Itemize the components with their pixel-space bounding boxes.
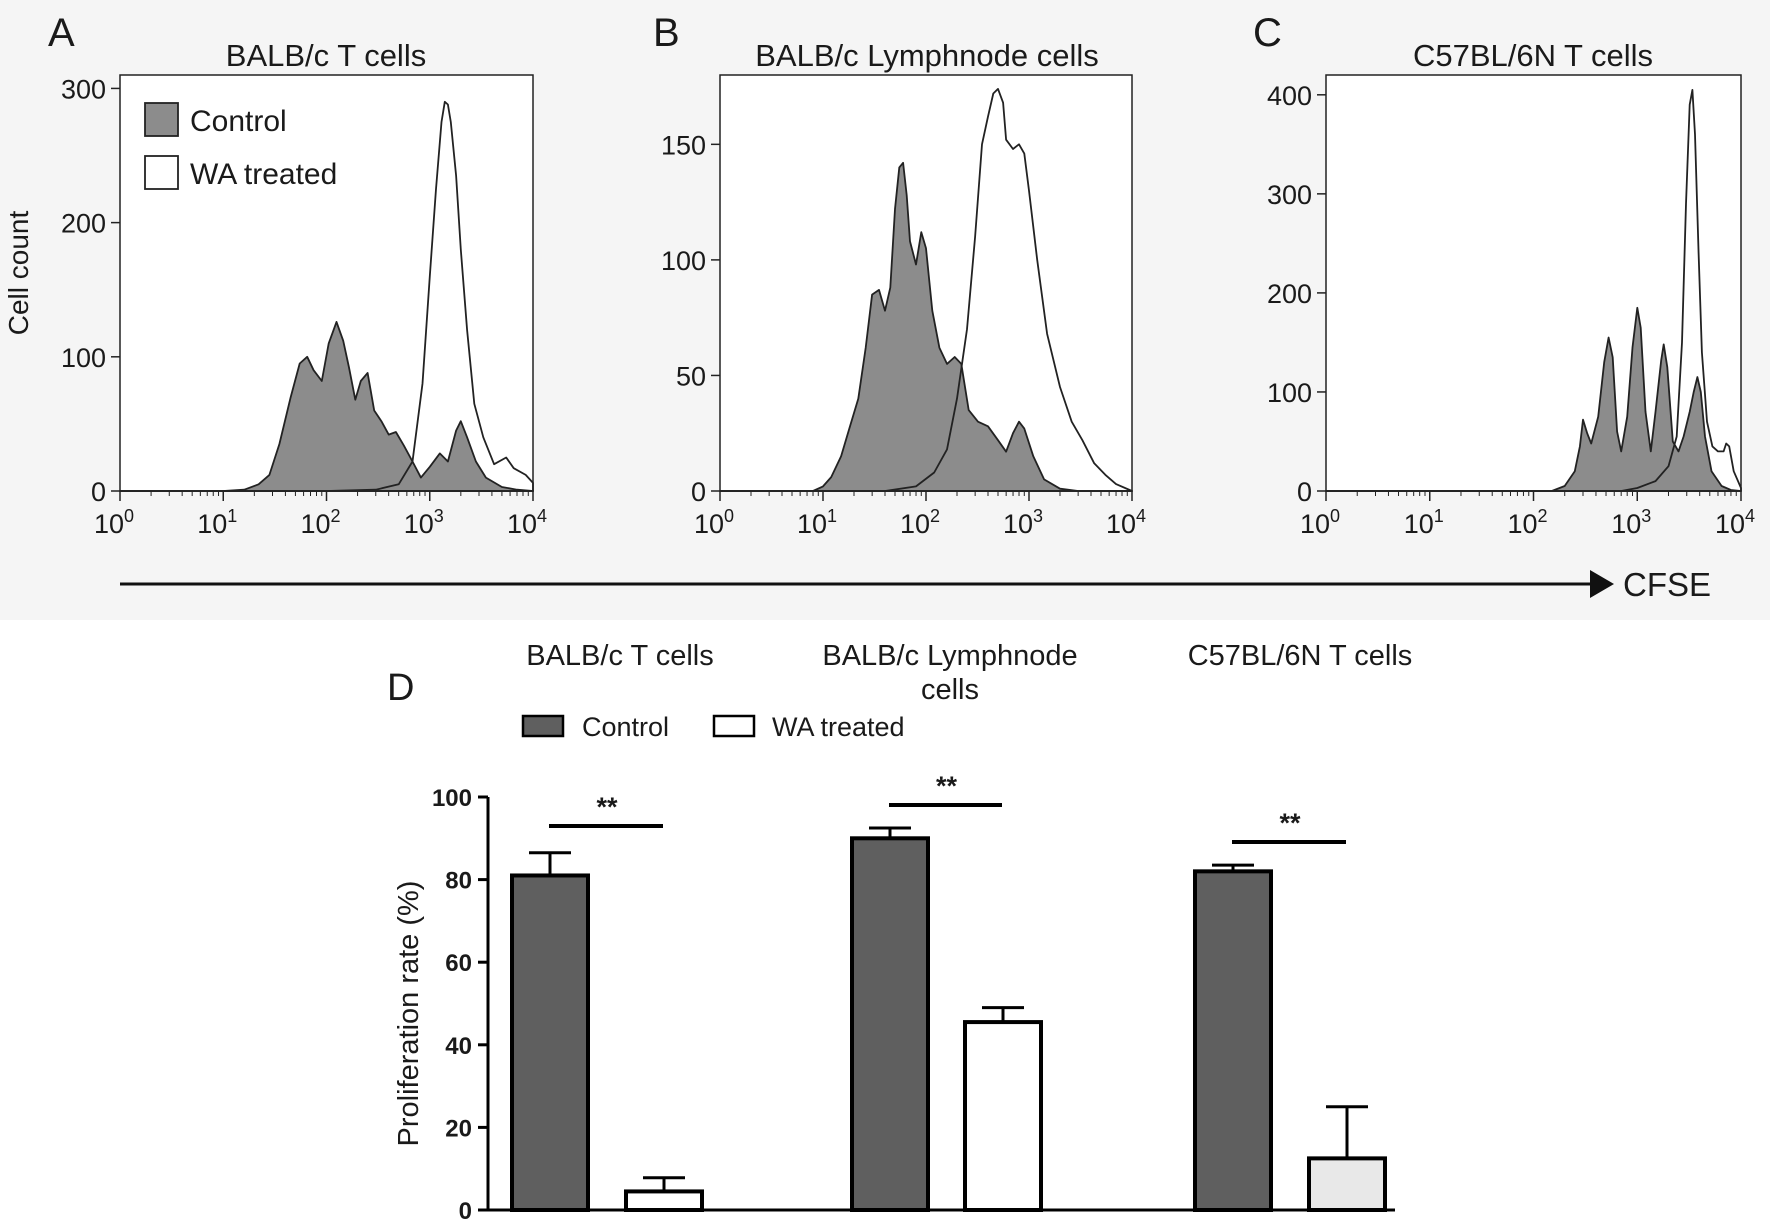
legend-swatch-wa-treated [144, 155, 179, 190]
panel-b-xtick-label: 104 [1106, 506, 1146, 539]
panel-c-series-wa-treated [1325, 89, 1742, 492]
panel-d-letter: D [387, 667, 414, 709]
panel-d-group-title: C57BL/6N T cells [1188, 640, 1413, 672]
panel-d-group-title: BALB/c T cells [526, 640, 714, 672]
panel-c-ytick-label: 300 [1267, 180, 1312, 210]
panel-d-ylabel: Proliferation rate (%) [393, 881, 425, 1147]
panel-b-ytick-label: 50 [676, 361, 706, 391]
panel-c-ytick-label: 400 [1267, 81, 1312, 111]
legend-label-control: Control [190, 105, 287, 138]
significance-label: ** [596, 792, 618, 822]
panel-a-ytick-label: 100 [61, 343, 106, 373]
panel-d-ytick-label: 80 [445, 868, 472, 895]
significance-label: ** [936, 771, 958, 801]
panel-c-xtick-label: 103 [1611, 506, 1651, 539]
panel-b-xtick-label: 100 [694, 506, 734, 539]
panel-c-letter: C [1253, 11, 1282, 55]
bar-wa-treated [1307, 1156, 1387, 1212]
panel-d-group: ** [1193, 808, 1387, 1213]
panel-a-xtick-label: 100 [94, 506, 134, 539]
panel-d-group-title: BALB/c Lymphnode cells [822, 640, 1077, 706]
panel-d-legend: Control WA treated [521, 712, 905, 742]
panel-d-group: ** [510, 792, 704, 1213]
panel-d-ytick-label: 40 [445, 1033, 472, 1060]
panel-a-ytick-label: 200 [61, 209, 106, 239]
panel-a-ylabel: Cell count [3, 211, 34, 336]
panel-a-xtick-label: 102 [300, 506, 340, 539]
panel-d-ytick-label: 0 [459, 1198, 472, 1219]
panel-a-ytick-label: 300 [61, 74, 106, 104]
panel-b-xtick-label: 102 [900, 506, 940, 539]
panel-c-ytick-label: 0 [1297, 477, 1312, 507]
panel-d-ytick-label: 100 [432, 785, 472, 812]
panel-c-series-control [1325, 306, 1742, 492]
panel-a-series-wa-treated [119, 100, 534, 492]
bar-wa-treated [624, 1189, 704, 1213]
panel-b-series-control [719, 161, 1133, 492]
panel-d-legend-swatch-wa-treated [712, 714, 756, 738]
panel-a-ytick-label: 0 [91, 477, 106, 507]
panel-b-letter: B [653, 11, 680, 55]
legend-swatch-control [144, 102, 179, 137]
panel-d-legend-label-control: Control [582, 712, 669, 742]
panel-d-legend-label-wa-treated: WA treated [772, 712, 905, 742]
panel-d: D BALB/c T cells BALB/c Lymphnode cells C57B… [387, 640, 1412, 1219]
bar-control [510, 873, 590, 1212]
panel-b-series-wa-treated [719, 88, 1133, 492]
significance-label: ** [1279, 808, 1301, 838]
panel-b-ytick-label: 150 [661, 130, 706, 160]
panel-c-xtick-label: 101 [1404, 506, 1444, 539]
panel-c-plot-frame [1325, 74, 1742, 492]
panel-a-xtick-label: 103 [404, 506, 444, 539]
panel-a-legend: Control WA treated [144, 102, 337, 191]
panel-c-xtick-label: 104 [1715, 506, 1755, 539]
bar-control [850, 836, 930, 1212]
legend-label-wa-treated: WA treated [190, 158, 337, 191]
panel-c-xtick-label: 102 [1507, 506, 1547, 539]
panel-c-title: C57BL/6N T cells [1413, 38, 1653, 73]
panel-d-group: ** [850, 771, 1043, 1213]
panel-b: B BALB/c Lymphnode cells 0 50 100 150 100 101 10… [653, 11, 1146, 539]
panel-a-xtick-label: 101 [197, 506, 237, 539]
panel-b-xtick-label: 103 [1003, 506, 1043, 539]
cfse-arrow-head [1590, 570, 1614, 598]
panel-d-ytick-label: 20 [445, 1115, 472, 1142]
panel-c-ytick-label: 100 [1267, 378, 1312, 408]
bar-control [1193, 869, 1273, 1213]
bar-wa-treated [963, 1020, 1043, 1213]
panel-b-title: BALB/c Lymphnode cells [755, 38, 1098, 73]
panel-b-ytick-label: 0 [691, 477, 706, 507]
cfse-label: CFSE [1623, 566, 1711, 603]
panel-c-xtick-label: 100 [1300, 506, 1340, 539]
panel-b-xtick-label: 101 [797, 506, 837, 539]
panel-a-title: BALB/c T cells [226, 38, 426, 73]
panel-d-ytick-label: 60 [445, 950, 472, 977]
panel-c-ytick-label: 200 [1267, 279, 1312, 309]
panel-a-series-control [119, 321, 534, 492]
panel-a-letter: A [48, 11, 75, 55]
panel-b-ytick-label: 100 [661, 246, 706, 276]
panel-d-legend-swatch-control [521, 714, 565, 738]
panel-a-xtick-label: 104 [507, 506, 547, 539]
